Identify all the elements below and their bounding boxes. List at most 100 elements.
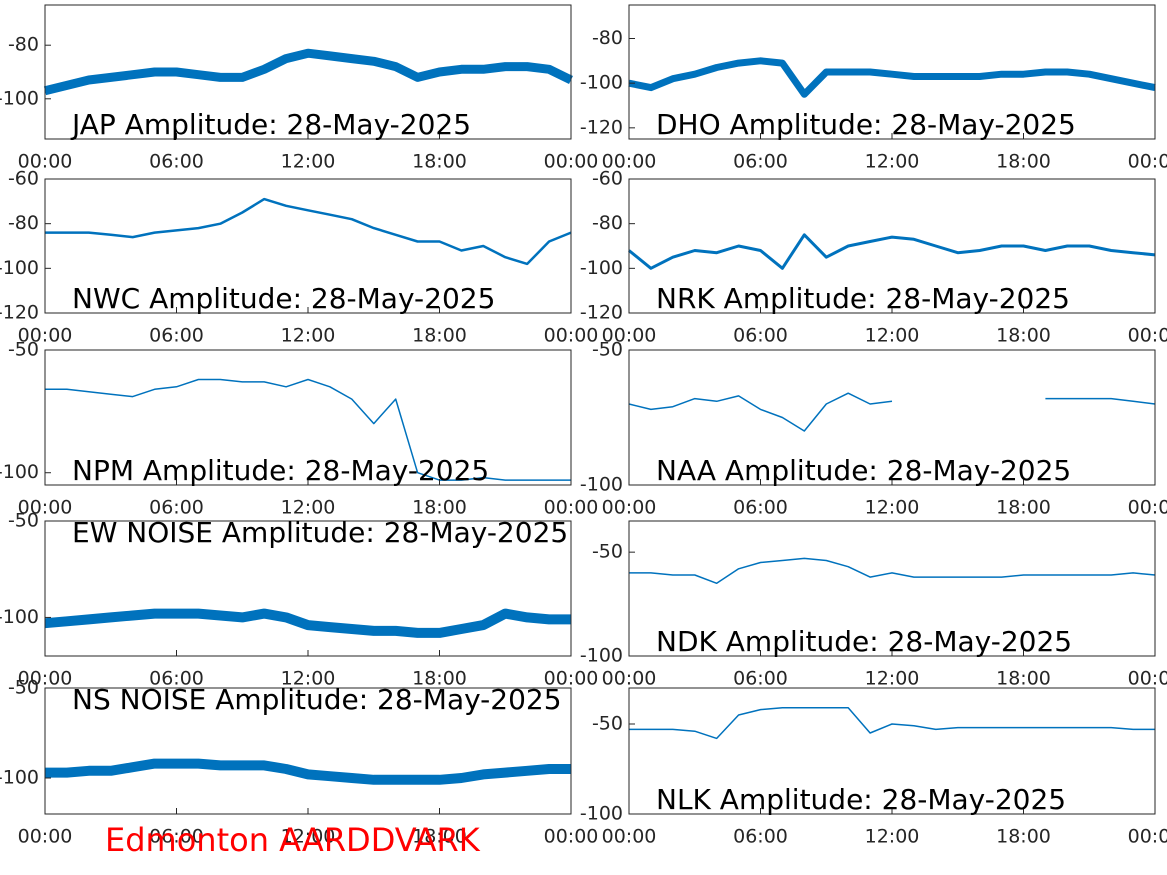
- x-tick-label: 12:00: [865, 497, 920, 519]
- y-tick-label: -120: [0, 302, 39, 324]
- plot-area: [45, 350, 571, 485]
- x-tick-label: 18:00: [412, 826, 467, 848]
- y-tick-label: -50: [592, 339, 623, 361]
- x-tick-label: 00:00: [1128, 151, 1167, 173]
- panel-title: NDK Amplitude: 28-May-2025: [656, 625, 1072, 658]
- data-line: [44, 608, 571, 638]
- plot-area: [629, 688, 1155, 814]
- y-tick-label: -60: [8, 168, 39, 190]
- x-tick-label: 12:00: [281, 151, 336, 173]
- plot-area: [629, 350, 1155, 485]
- y-tick-label: -50: [8, 677, 39, 699]
- x-tick-label: 00:00: [1128, 497, 1167, 519]
- y-tick-label: -100: [0, 461, 39, 483]
- x-tick-label: 12:00: [281, 826, 336, 848]
- y-tick-label: -50: [592, 541, 623, 563]
- x-tick-label: 06:00: [733, 826, 788, 848]
- y-tick-label: -80: [8, 34, 39, 56]
- x-tick-label: 00:00: [18, 497, 73, 519]
- plot-area: [45, 688, 571, 814]
- x-tick-label: 00:00: [544, 325, 599, 347]
- plot-area: [45, 521, 571, 656]
- panel-title: JAP Amplitude: 28-May-2025: [70, 108, 471, 141]
- x-tick-label: 00:00: [544, 151, 599, 173]
- data-line: [45, 758, 571, 785]
- y-tick-label: -50: [592, 713, 623, 735]
- y-tick-label: -50: [8, 510, 39, 532]
- x-tick-label: 18:00: [996, 151, 1051, 173]
- x-tick-label: 00:00: [1128, 826, 1167, 848]
- x-tick-label: 18:00: [412, 325, 467, 347]
- x-tick-label: 18:00: [996, 325, 1051, 347]
- x-tick-label: 00:00: [602, 497, 657, 519]
- x-tick-label: 18:00: [412, 668, 467, 690]
- x-tick-label: 06:00: [733, 497, 788, 519]
- panel-title: EW NOISE Amplitude: 28-May-2025: [72, 516, 568, 549]
- x-tick-label: 00:00: [602, 151, 657, 173]
- y-tick-label: -100: [580, 474, 623, 496]
- x-tick-label: 00:00: [18, 151, 73, 173]
- y-tick-label: -120: [580, 302, 623, 324]
- x-tick-label: 18:00: [996, 668, 1051, 690]
- y-tick-label: -50: [8, 339, 39, 361]
- panel-title: NS NOISE Amplitude: 28-May-2025: [72, 683, 562, 716]
- panel-title: NLK Amplitude: 28-May-2025: [656, 783, 1066, 816]
- x-tick-label: 06:00: [733, 668, 788, 690]
- panel-title: DHO Amplitude: 28-May-2025: [656, 108, 1076, 141]
- y-tick-label: -100: [0, 257, 39, 279]
- x-tick-label: 00:00: [544, 668, 599, 690]
- x-tick-label: 06:00: [149, 325, 204, 347]
- x-tick-label: 18:00: [412, 497, 467, 519]
- y-tick-label: -80: [8, 212, 39, 234]
- x-tick-label: 00:00: [602, 325, 657, 347]
- data-line: [45, 378, 571, 481]
- caption: Edmonton AARDDVARK: [105, 821, 481, 859]
- y-tick-label: -100: [0, 87, 39, 109]
- y-tick-label: -120: [580, 116, 623, 138]
- x-tick-label: 18:00: [996, 497, 1051, 519]
- data-line: [628, 392, 1156, 432]
- x-tick-label: 06:00: [149, 151, 204, 173]
- x-tick-label: 00:00: [602, 826, 657, 848]
- x-tick-label: 12:00: [865, 826, 920, 848]
- x-tick-label: 00:00: [544, 497, 599, 519]
- data-line: [628, 57, 1156, 98]
- data-line: [45, 197, 572, 266]
- x-tick-label: 00:00: [602, 668, 657, 690]
- x-tick-label: 12:00: [281, 325, 336, 347]
- y-tick-label: -80: [592, 27, 623, 49]
- plot-area: [629, 521, 1155, 656]
- x-tick-label: 12:00: [865, 151, 920, 173]
- y-tick-label: -60: [592, 168, 623, 190]
- data-line: [629, 707, 1155, 740]
- x-tick-label: 06:00: [149, 826, 204, 848]
- panel-title: NPM Amplitude: 28-May-2025: [72, 454, 489, 487]
- x-tick-label: 12:00: [281, 668, 336, 690]
- x-tick-label: 06:00: [149, 497, 204, 519]
- data-line: [628, 233, 1156, 270]
- panel-title: NWC Amplitude: 28-May-2025: [72, 282, 495, 315]
- x-tick-label: 18:00: [412, 151, 467, 173]
- y-tick-label: -100: [580, 645, 623, 667]
- y-tick-label: -100: [580, 72, 623, 94]
- x-tick-label: 12:00: [865, 325, 920, 347]
- x-tick-label: 12:00: [281, 497, 336, 519]
- x-tick-label: 00:00: [1128, 325, 1167, 347]
- x-tick-label: 00:00: [544, 826, 599, 848]
- x-tick-label: 06:00: [149, 668, 204, 690]
- x-tick-label: 12:00: [865, 668, 920, 690]
- y-tick-label: -100: [580, 803, 623, 825]
- y-tick-label: -80: [592, 212, 623, 234]
- panel-title: NRK Amplitude: 28-May-2025: [656, 282, 1070, 315]
- x-tick-label: 00:00: [18, 325, 73, 347]
- x-tick-label: 00:00: [18, 826, 73, 848]
- x-tick-label: 00:00: [1128, 668, 1167, 690]
- x-tick-label: 00:00: [18, 668, 73, 690]
- y-tick-label: -100: [0, 767, 39, 789]
- panel-title: NAA Amplitude: 28-May-2025: [656, 454, 1071, 487]
- data-line: [43, 48, 573, 96]
- data-line: [629, 557, 1156, 585]
- x-tick-label: 18:00: [996, 826, 1051, 848]
- y-tick-label: -100: [580, 257, 623, 279]
